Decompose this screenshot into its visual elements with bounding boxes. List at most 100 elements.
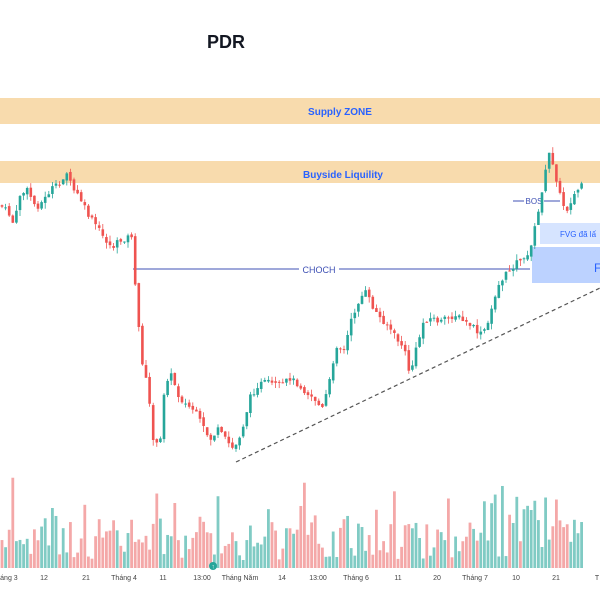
volume-bar <box>126 533 130 568</box>
supply-zone-label: Supply ZONE <box>308 107 372 118</box>
volume-bar <box>184 535 187 568</box>
candle-body <box>432 317 436 319</box>
volume-bar <box>285 528 288 568</box>
candle-body <box>198 410 202 419</box>
candle-body <box>389 324 393 330</box>
candle-body <box>367 289 371 298</box>
volume-bar <box>173 503 177 568</box>
candle-body <box>490 308 493 324</box>
candle-body <box>43 196 47 203</box>
candle-body <box>508 270 511 272</box>
volume-bar <box>555 499 558 568</box>
volume-bar <box>432 547 436 568</box>
candle-body <box>313 396 317 401</box>
volume-bar <box>573 519 576 568</box>
volume-bar <box>429 555 432 568</box>
volume-bar <box>51 507 54 568</box>
candle-body <box>504 271 508 280</box>
volume-bar <box>551 526 555 568</box>
candle-body <box>33 195 36 205</box>
candle-body <box>126 235 130 243</box>
candle-body <box>411 365 414 370</box>
volume-bar <box>83 504 87 568</box>
candle-body <box>457 315 461 318</box>
candle-body <box>151 405 155 440</box>
candle-body <box>317 400 321 406</box>
volume-bar <box>101 537 105 568</box>
volume-bar <box>216 496 220 568</box>
volume-bar <box>87 556 90 568</box>
volume-bar <box>565 524 569 568</box>
candle-body <box>565 206 569 211</box>
candle-body <box>425 321 429 323</box>
candle-body <box>270 380 274 383</box>
volume-bar <box>483 501 486 568</box>
volume-bar <box>97 519 101 568</box>
candle-body <box>61 179 65 185</box>
candle-body <box>205 427 209 436</box>
candle-body <box>436 317 439 323</box>
volume-bar <box>241 559 245 568</box>
x-tick-label: Tháng 4 <box>111 575 137 582</box>
volume-bar <box>378 550 382 568</box>
candle-body <box>393 330 396 333</box>
candle-body <box>54 183 58 186</box>
volume-bar <box>299 505 303 568</box>
volume-bar <box>58 554 61 568</box>
volume-bar <box>533 500 537 568</box>
volume-bar <box>414 522 418 568</box>
candle-body <box>141 325 144 365</box>
candle-body <box>51 186 54 194</box>
event-marker-icon: ↑ <box>212 565 215 571</box>
volume-bar <box>497 556 501 568</box>
candle-body <box>97 225 101 228</box>
candle-body <box>29 187 33 197</box>
volume-bar <box>220 553 223 568</box>
event-marker <box>209 562 217 570</box>
volume-bar <box>421 558 425 568</box>
candle-body <box>69 171 72 181</box>
volume-bar <box>313 515 317 568</box>
volume-bar <box>223 545 227 568</box>
volume-bar <box>227 543 231 568</box>
volume-bar <box>187 549 191 568</box>
volume-bar <box>342 519 346 568</box>
candle-body <box>454 316 457 320</box>
volume-bar <box>447 498 450 568</box>
x-tick-label: 11 <box>394 575 401 582</box>
candle-body <box>479 331 483 335</box>
volume-bar <box>349 548 353 568</box>
volume-bar <box>519 541 522 568</box>
volume-bar <box>0 540 4 568</box>
candle-body <box>375 308 378 312</box>
volume-bar <box>54 515 58 568</box>
candle-body <box>159 438 162 443</box>
volume-bar <box>94 536 97 568</box>
candle-body <box>252 394 256 396</box>
candle-body <box>522 258 526 260</box>
candle-body <box>15 210 18 223</box>
volume-bar <box>335 557 339 568</box>
candle-body <box>40 202 43 209</box>
volume-bar <box>162 554 166 568</box>
volume-bar <box>105 531 108 568</box>
volume-bar <box>281 548 285 568</box>
candle-body <box>533 226 537 246</box>
volume-bar <box>90 558 94 568</box>
volume-bar <box>15 541 18 568</box>
volume-bar <box>490 503 493 568</box>
candle-body <box>403 344 407 352</box>
candle-body <box>349 318 353 336</box>
candle-body <box>79 192 83 202</box>
candle-body <box>295 379 299 387</box>
supply-zone <box>0 98 600 124</box>
candle-body <box>371 296 375 309</box>
candle-body <box>234 444 238 449</box>
volume-bar <box>425 524 429 568</box>
volume-bar <box>177 540 180 568</box>
volume-bar <box>72 557 76 568</box>
candle-body <box>18 196 22 211</box>
candle-body <box>105 237 108 243</box>
candle-body <box>346 334 349 351</box>
